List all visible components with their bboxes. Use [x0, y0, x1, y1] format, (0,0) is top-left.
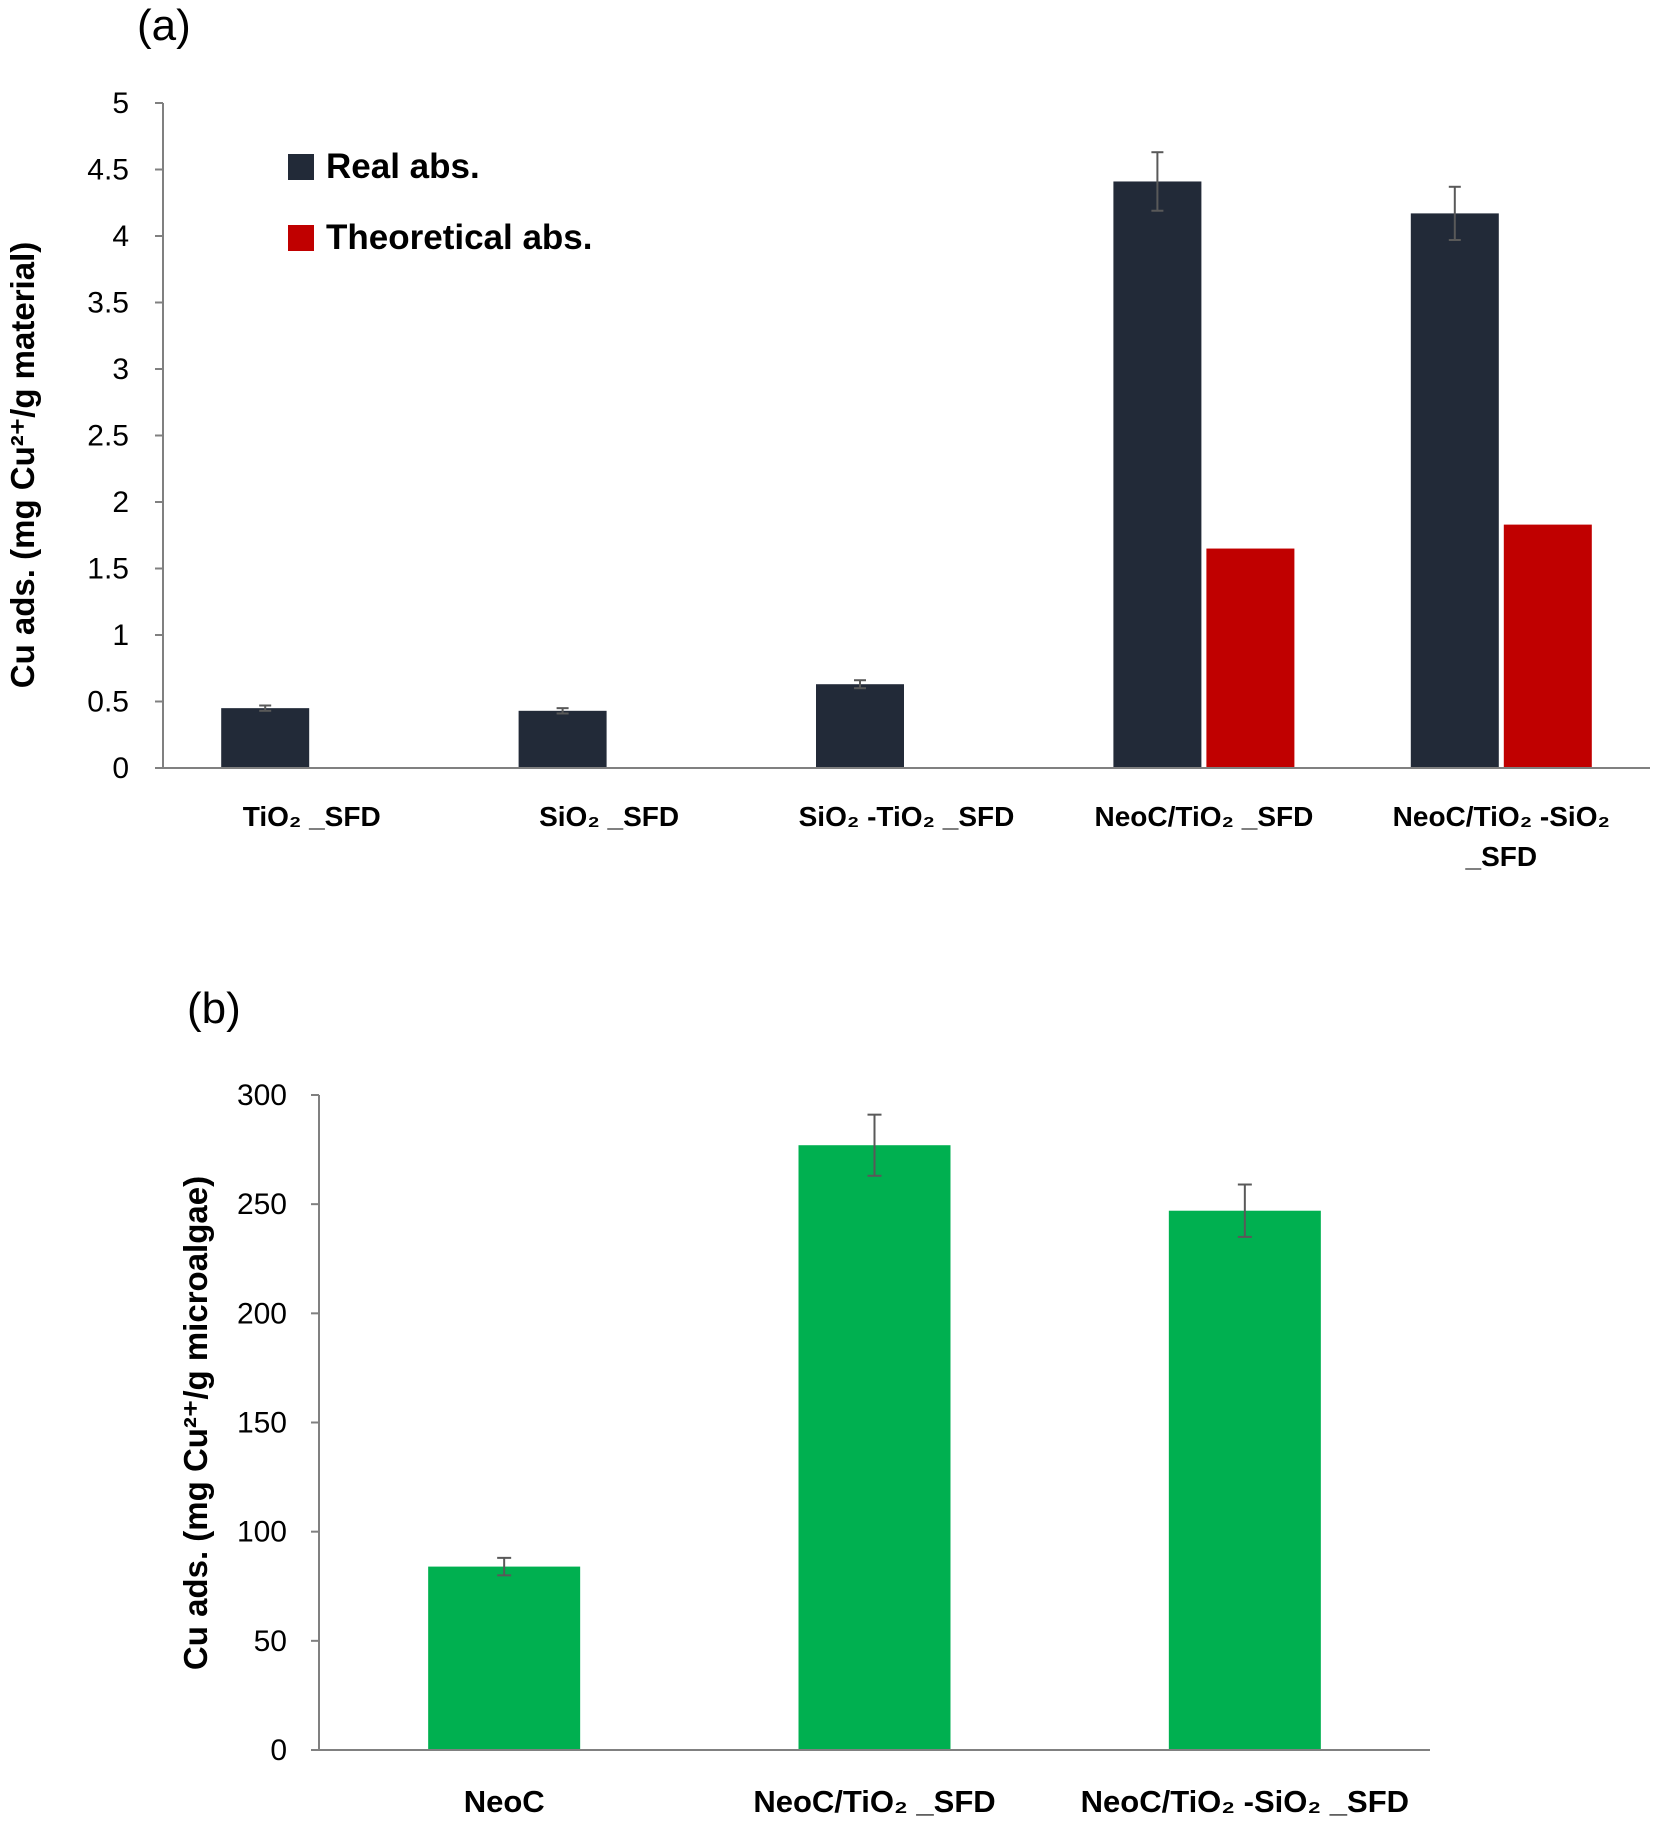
panel-a-y-axis-label: Cu ads. (mg Cu²⁺/g material) — [4, 242, 41, 688]
error-bar — [556, 707, 569, 715]
panel-a-x-category-label: SiO₂ _SFD — [539, 801, 679, 832]
panel-b-y-axis-label: Cu ads. (mg Cu²⁺/g microalgae) — [177, 1176, 214, 1670]
panel-a-x-category-label: TiO₂ _SFD — [243, 801, 381, 832]
panel-b-label: (b) — [187, 984, 241, 1033]
panel-a-label: (a) — [137, 1, 191, 50]
legend-label-theoretical: Theoretical abs. — [326, 218, 592, 257]
error-bar — [497, 1556, 512, 1577]
bar-real — [221, 708, 310, 768]
panel-b-y-tick-label: 200 — [237, 1297, 287, 1330]
panel-a-y-tick-label: 2.5 — [87, 420, 129, 453]
bar-microalgae — [1168, 1210, 1321, 1750]
panel-a-legend: Real abs. Theoretical abs. — [288, 147, 592, 257]
panel-a-x-category-label: SiO₂ -TiO₂ _SFD — [799, 801, 1015, 832]
panel-a-y-tick-label: 0 — [112, 752, 129, 785]
panel-a-y-tick-label: 0.5 — [87, 686, 129, 719]
legend-swatch-theoretical — [288, 225, 314, 251]
bar-microalgae — [798, 1145, 951, 1750]
panel-b-y-tick-label: 300 — [237, 1079, 287, 1112]
legend-swatch-real — [288, 154, 314, 180]
panel-b-x-category-label: NeoC/TiO₂ _SFD — [753, 1784, 995, 1819]
panel-a-x-category-label: NeoC/TiO₂ -SiO₂ — [1393, 801, 1610, 832]
panel-a-y-tick-label: 1.5 — [87, 553, 129, 586]
panel-a-y-tick-label: 3 — [112, 353, 129, 386]
panel-b-x-category-label: NeoC/TiO₂ -SiO₂ _SFD — [1081, 1784, 1409, 1819]
panel-b-y-tick-label: 250 — [237, 1188, 287, 1221]
error-bar — [1151, 151, 1164, 212]
chart-panel-b: (b) Cu ads. (mg Cu²⁺/g microalgae) 0 50 10… — [177, 984, 1430, 1819]
panel-a-x-category-label: _SFD — [1465, 841, 1538, 872]
panel-a-y-tick-label: 5 — [112, 87, 129, 120]
panel-b-y-tick-label: 100 — [237, 1516, 287, 1549]
panel-a-y-tick-label: 2 — [112, 486, 129, 519]
panel-a-x-category-label: NeoC/TiO₂ _SFD — [1094, 801, 1313, 832]
bar-real — [518, 710, 607, 768]
panel-b-x-category-label: NeoC — [464, 1784, 545, 1819]
panel-a-y-tick-label: 1 — [112, 619, 129, 652]
error-bar — [259, 704, 272, 712]
error-bar — [867, 1113, 882, 1177]
panel-b-y-tick-label: 50 — [254, 1625, 287, 1658]
panel-b-y-tick-label: 150 — [237, 1407, 287, 1440]
panel-a-y-tick-label: 3.5 — [87, 287, 129, 320]
legend-label-real: Real abs. — [326, 147, 480, 186]
bar-real — [1113, 181, 1202, 769]
error-bar — [854, 679, 866, 690]
bar-real — [1410, 213, 1499, 768]
error-bar — [1237, 1183, 1252, 1238]
bar-real — [816, 684, 904, 768]
bar-microalgae — [428, 1566, 581, 1750]
panel-a-y-tick-label: 4.5 — [87, 154, 129, 187]
bar-theoretical — [1206, 548, 1295, 768]
chart-panel-a: (a) Cu ads. (mg Cu²⁺/g material) 0 0.5 1 1.… — [4, 1, 1650, 872]
panel-b-y-tick-label: 0 — [270, 1734, 287, 1767]
bar-theoretical — [1503, 524, 1592, 768]
error-bar — [1448, 185, 1461, 241]
panel-a-y-tick-label: 4 — [112, 220, 129, 253]
